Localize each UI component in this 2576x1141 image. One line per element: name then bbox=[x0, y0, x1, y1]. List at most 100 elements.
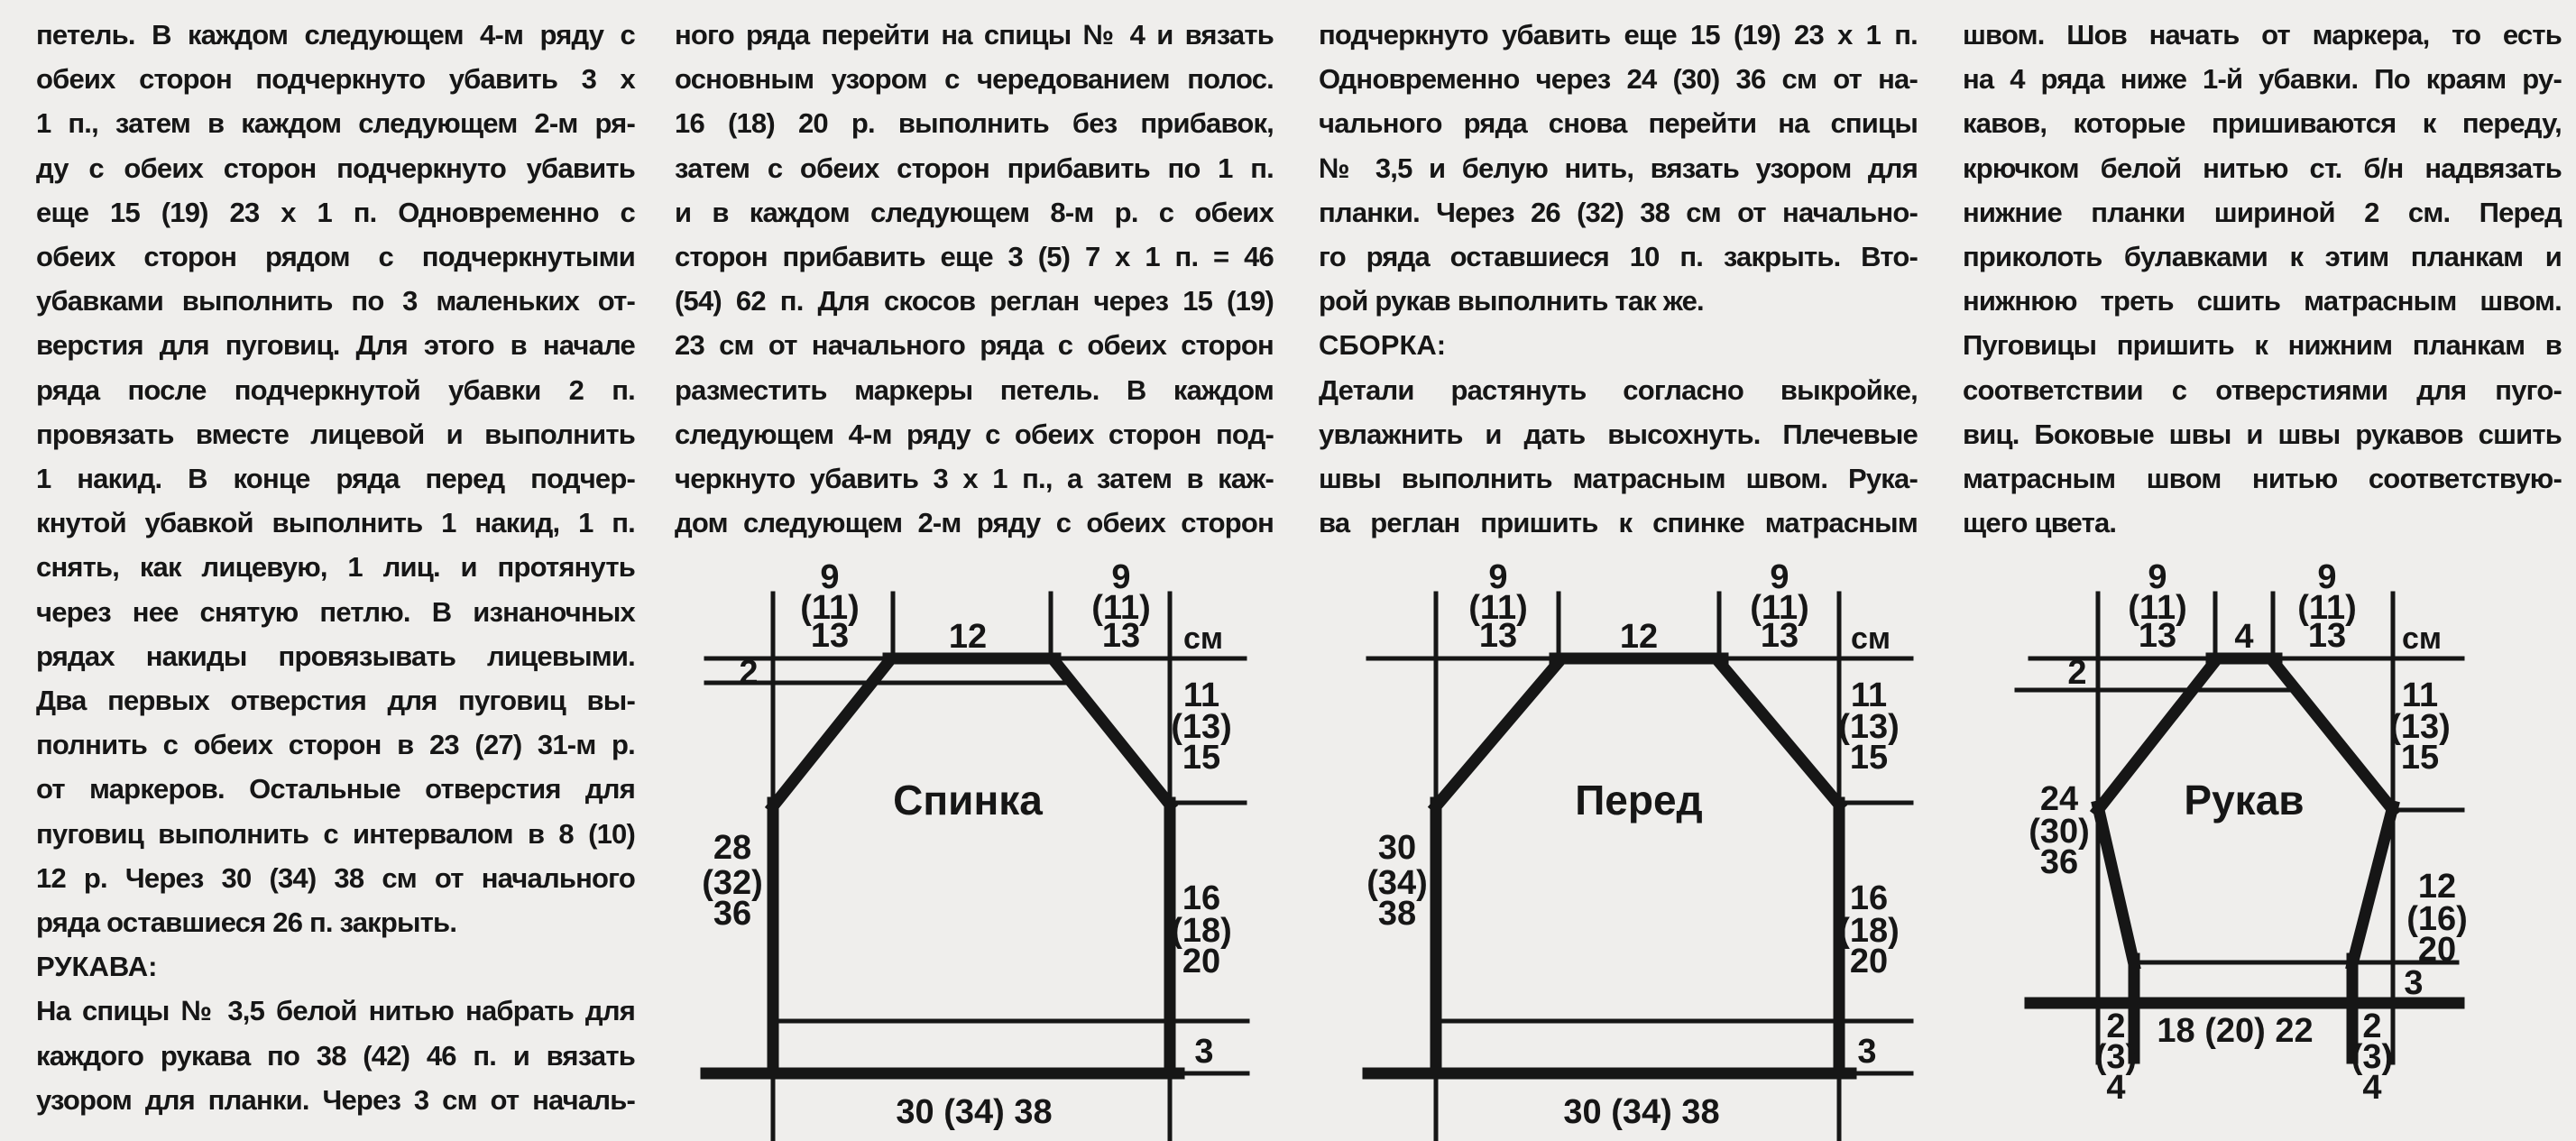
back-side-3: 36 bbox=[713, 895, 751, 933]
front-shoulder-right-1: 9 bbox=[1770, 558, 1789, 596]
text-line: кавов, которые пришиваются к переду, bbox=[1963, 107, 2562, 140]
sleeve-raglan-1: 11 bbox=[2402, 676, 2438, 714]
text-line: на 4 ряда ниже 1-й убавки. По краям ру- bbox=[1963, 63, 2562, 96]
sleeve-shoulder-right-3: 13 bbox=[2308, 617, 2346, 655]
front-hem-height: 3 bbox=[1857, 1033, 1876, 1071]
sleeve-side-2: (30) bbox=[2029, 813, 2090, 851]
front-bottom-width: 30 (34) 38 bbox=[1563, 1093, 1719, 1131]
text-line: 12 р. Через 30 (34) 38 см от начального bbox=[36, 861, 636, 894]
text-line: петель. В каждом следующем 4-м ряду с bbox=[36, 19, 636, 51]
text-line: ва реглан пришить к спинке матрасным bbox=[1319, 507, 1918, 539]
text-line: приколоть булавками к этим планкам и bbox=[1963, 241, 2562, 273]
section-heading: РУКАВА: bbox=[36, 951, 158, 983]
back-shoulder-left-1: 9 bbox=[820, 558, 839, 596]
back-shoulder-right-2: (11) bbox=[1091, 589, 1150, 627]
front-raglan-2: (13) bbox=[1838, 708, 1900, 746]
front-unit-label: см bbox=[1851, 621, 1891, 656]
front-title: Перед bbox=[1575, 777, 1703, 824]
text-line: черкнуто убавить 3 х 1 п., а затем в каж… bbox=[675, 463, 1274, 495]
text-line: провязать вместе лицевой и выполнить bbox=[36, 418, 636, 450]
text-line: Одновременно через 24 (30) 36 см от на- bbox=[1319, 63, 1918, 96]
sleeve-bottom-ext-left-3: 4 bbox=[2106, 1069, 2125, 1107]
text-line: 1 накид. В конце ряда перед подчер- bbox=[36, 463, 636, 495]
back-raglan-2: (13) bbox=[1171, 708, 1232, 746]
text-line: увлажнить и дать высохнуть. Плечевые bbox=[1319, 418, 1918, 450]
text-line: узором для планки. Через 3 см от началь- bbox=[36, 1083, 636, 1116]
front-shoulder-right-2: (11) bbox=[1750, 589, 1808, 627]
front-shoulder-left-2: (11) bbox=[1468, 589, 1527, 627]
back-shoulder-left-3: 13 bbox=[811, 617, 849, 655]
front-lower-3: 20 bbox=[1850, 943, 1888, 980]
front-lower-2: (18) bbox=[1838, 912, 1900, 950]
text-line: сторон прибавить еще 3 (5) 7 х 1 п. = 46 bbox=[675, 241, 1274, 273]
text-column-3: подчеркнуто убавить еще 15 (19) 23 х 1 п… bbox=[1319, 13, 1918, 545]
text-line: Пуговицы пришить к нижним планкам в bbox=[1963, 329, 2562, 362]
text-line: ряда оставшиеся 26 п. закрыть. bbox=[36, 906, 457, 939]
text-line: основным узором с чередованием полос. bbox=[675, 63, 1274, 96]
front-raglan-3: 15 bbox=[1850, 739, 1888, 777]
text-line: ного ряда перейти на спицы № 4 и вязать bbox=[675, 19, 1274, 51]
sleeve-unit-label: см bbox=[2402, 621, 2442, 656]
front-shoulder-left-1: 9 bbox=[1488, 558, 1507, 596]
text-column-2: ного ряда перейти на спицы № 4 и вязать о… bbox=[675, 13, 1274, 545]
text-line: щего цвета. bbox=[1963, 507, 2117, 539]
sleeve-side-3: 36 bbox=[2040, 843, 2078, 881]
sleeve-bottom-ext-left-2: (3) bbox=[2095, 1038, 2137, 1076]
text-line: через нее снятую петлю. В изнаночных bbox=[36, 595, 636, 628]
text-line: кнутой убавкой выполнить 1 накид, 1 п. bbox=[36, 507, 636, 539]
text-line: виц. Боковые швы и швы рукавов сшить bbox=[1963, 418, 2562, 450]
text-line: Детали растянуть согласно выкройке, bbox=[1319, 373, 1918, 406]
sleeve-lower-1: 12 bbox=[2418, 868, 2456, 906]
sleeve-shoulder-right-2: (11) bbox=[2297, 589, 2356, 627]
text-line: планки. Через 26 (32) 38 см от начально- bbox=[1319, 196, 1918, 228]
text-column-1: петель. В каждом следующем 4-м ряду с обе… bbox=[36, 13, 636, 1122]
back-unit-label: см bbox=[1183, 621, 1223, 656]
sleeve-top-width: 4 bbox=[2234, 618, 2253, 656]
sleeve-bottom-ext-right-1: 2 bbox=[2362, 1008, 2381, 1045]
back-side-1: 28 bbox=[713, 829, 751, 867]
sleeve-shoulder-right-1: 9 bbox=[2317, 558, 2336, 596]
back-shoulder-right-3: 13 bbox=[1102, 617, 1140, 655]
diagram-back: 9 (11) 13 12 9 (11) 13 см 2 11 (13) 15 С… bbox=[700, 558, 1250, 1141]
text-line: крючком белой нитью ст. б/н надвязать bbox=[1963, 152, 2562, 184]
text-line: 1 п., затем в каждом следующем 2-м ря- bbox=[36, 107, 636, 140]
text-line: подчеркнуто убавить еще 15 (19) 23 х 1 п… bbox=[1319, 19, 1918, 51]
text-line: № 3,5 и белую нить, вязать узором для bbox=[1319, 152, 1918, 184]
back-lower-3: 20 bbox=[1182, 943, 1220, 980]
text-line: 23 см от начального ряда с обеих сторон bbox=[675, 329, 1274, 362]
front-shoulder-left-3: 13 bbox=[1479, 617, 1517, 655]
sleeve-raglan-3: 15 bbox=[2401, 739, 2439, 777]
back-raglan-3: 15 bbox=[1182, 739, 1220, 777]
text-line: ряда после подчеркнутой убавки 2 п. bbox=[36, 373, 636, 406]
text-line: пуговиц выполнить с интервалом в 8 (10) bbox=[36, 817, 636, 850]
back-raglan-1: 11 bbox=[1183, 676, 1219, 714]
back-title: Спинка bbox=[893, 777, 1043, 824]
sleeve-shoulder-left-3: 13 bbox=[2139, 617, 2176, 655]
text-line: затем с обеих сторон прибавить по 1 п. bbox=[675, 152, 1274, 184]
text-column-4: швом. Шов начать от маркера, то есть на 4… bbox=[1963, 13, 2562, 545]
diagram-sleeve: 9 (11) 13 4 9 (11) 13 см 2 11 (13) 15 Ру… bbox=[2014, 558, 2468, 1107]
back-shoulder-right-1: 9 bbox=[1111, 558, 1130, 596]
text-line: каждого рукава по 38 (42) 46 п. и вязать bbox=[36, 1039, 636, 1072]
back-lower-1: 16 bbox=[1182, 879, 1220, 917]
text-line: еще 15 (19) 23 х 1 п. Одновременно с bbox=[36, 196, 636, 228]
text-line: го ряда оставшиеся 10 п. закрыть. Вто- bbox=[1319, 241, 1918, 273]
back-hem-height: 3 bbox=[1194, 1033, 1213, 1071]
sleeve-bottom-width: 18 (20) 22 bbox=[2157, 1012, 2313, 1050]
front-lower-1: 16 bbox=[1850, 879, 1888, 917]
text-line: обеих сторон рядом с подчеркнутыми bbox=[36, 241, 636, 273]
sleeve-shoulder-left-1: 9 bbox=[2148, 558, 2167, 596]
diagram-front: 9 (11) 13 12 9 (11) 13 см 11 (13) 15 Пер… bbox=[1362, 558, 1914, 1141]
text-line: ду с обеих сторон подчеркнуто убавить bbox=[36, 152, 636, 184]
text-line: обеих сторон подчеркнуто убавить 3 х bbox=[36, 63, 636, 96]
sleeve-cuff-height: 3 bbox=[2404, 964, 2423, 1002]
text-line: нижнюю треть сшить матрасным швом. bbox=[1963, 285, 2562, 317]
text-line: швы выполнить матрасным швом. Рука- bbox=[1319, 463, 1918, 495]
text-line: полнить с обеих сторон в 23 (27) 31-м р. bbox=[36, 729, 636, 761]
text-line: и в каждом следующем 8-м р. с обеих bbox=[675, 196, 1274, 228]
front-side-1: 30 bbox=[1378, 829, 1416, 867]
text-line: убавками выполнить по 3 маленьких от- bbox=[36, 285, 636, 317]
text-line: разместить маркеры петель. В каждом bbox=[675, 373, 1274, 406]
text-line: рядах накиды провязывать лицевыми. bbox=[36, 640, 636, 672]
